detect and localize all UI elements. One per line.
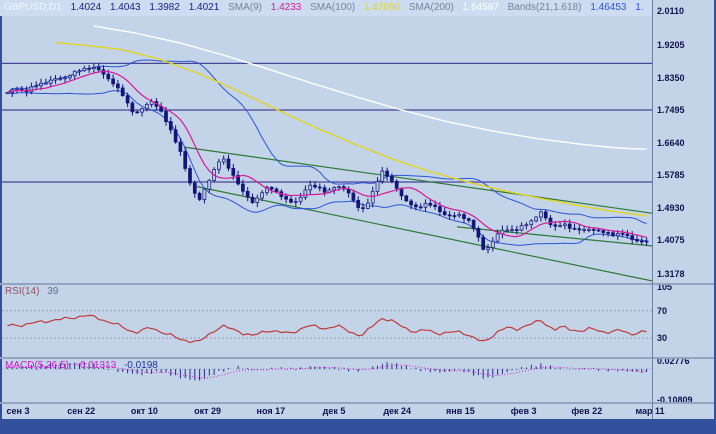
price-axis[interactable]: 2.0110 1.9205 1.8350 1.7495 1.6640 1.5785 1.49… bbox=[653, 0, 714, 419]
time-axis-label: ноя 17 bbox=[256, 406, 286, 416]
quote-low: 1.3982 bbox=[149, 2, 180, 13]
price-axis-label: 1.3178 bbox=[657, 269, 685, 279]
time-axis-label: фев 22 bbox=[571, 406, 603, 416]
sma200-line bbox=[93, 25, 647, 150]
price-axis-label: 1.4075 bbox=[657, 235, 685, 245]
sma100-line bbox=[55, 41, 647, 217]
macd-axis-label: 0.02776 bbox=[657, 356, 690, 366]
macd-indicator-label: MACD(5,26,5) -0.01313 -0.0198 bbox=[5, 360, 163, 371]
macd-value: -0.01313 bbox=[76, 360, 117, 371]
macd-signal-value: -0.0198 bbox=[123, 360, 158, 371]
panel-separator[interactable] bbox=[0, 283, 714, 285]
time-axis-label: мар 11 bbox=[635, 406, 665, 416]
time-axis-label: окт 10 bbox=[130, 406, 158, 416]
trendline bbox=[196, 186, 652, 282]
macd-signal-line bbox=[7, 362, 647, 379]
quote-close: 1.4021 bbox=[188, 2, 220, 13]
bands-value: 1.46453 bbox=[590, 2, 627, 13]
rsi-name: RSI(14) bbox=[5, 286, 40, 297]
rsi-axis-label: 105 bbox=[657, 282, 673, 292]
macd-panel[interactable]: MACD(5,26,5) -0.01313 -0.0198 bbox=[2, 359, 652, 402]
window-bottom-bar bbox=[0, 419, 716, 434]
axis-separator bbox=[652, 0, 653, 419]
price-chart-svg bbox=[2, 25, 652, 282]
rsi-axis-label: 30 bbox=[657, 333, 668, 343]
sma9-value: 1.4233 bbox=[270, 2, 302, 13]
rsi-axis-label: 70 bbox=[657, 306, 668, 316]
sma200-label: SMA(200) bbox=[408, 2, 454, 13]
rsi-indicator-label: RSI(14) 39 bbox=[5, 286, 63, 297]
macd-svg bbox=[2, 362, 652, 381]
rsi-value: 39 bbox=[47, 286, 59, 297]
sma100-value: 1.47096 bbox=[363, 2, 401, 13]
price-chart-panel[interactable] bbox=[2, 16, 652, 283]
time-axis[interactable]: сен 3 сен 22 окт 10 окт 29 ноя 17 дек 5 дек 24… bbox=[2, 404, 714, 419]
time-axis-label: янв 15 bbox=[446, 406, 475, 416]
sma9-line bbox=[7, 70, 647, 238]
sma9-label: SMA(9) bbox=[228, 2, 262, 13]
macd-histogram bbox=[6, 362, 648, 381]
macd-axis-label: -0.10809 bbox=[657, 395, 693, 405]
time-axis-label: дек 5 bbox=[322, 406, 346, 416]
sma100-label: SMA(100) bbox=[310, 2, 356, 13]
price-axis-label: 1.9205 bbox=[657, 40, 685, 50]
time-axis-label: сен 22 bbox=[67, 406, 96, 416]
time-axis-label: дек 24 bbox=[383, 406, 412, 416]
bollinger-lower-line bbox=[7, 90, 647, 246]
macd-name: MACD(5,26,5) bbox=[5, 360, 69, 371]
rsi-svg bbox=[2, 310, 652, 344]
panel-separator[interactable] bbox=[0, 357, 714, 359]
rsi-line bbox=[7, 314, 647, 344]
candles bbox=[5, 63, 649, 254]
price-axis-label: 1.4930 bbox=[657, 203, 685, 213]
price-axis-label: 1.7495 bbox=[657, 105, 685, 115]
price-axis-label: 2.0110 bbox=[657, 6, 685, 16]
quote-high: 1.4043 bbox=[109, 2, 141, 13]
bands-value-truncated: 1. bbox=[635, 2, 644, 13]
price-axis-label: 1.6640 bbox=[657, 138, 685, 148]
bands-label: Bands(21,1.618) bbox=[507, 2, 582, 13]
panel-separator[interactable] bbox=[0, 402, 714, 404]
chart-header: GBPUSD,D1 1.4024 1.4043 1.3982 1.4021 SM… bbox=[0, 0, 652, 16]
sma200-value: 1.64587 bbox=[462, 2, 499, 13]
price-axis-label: 1.8350 bbox=[657, 73, 685, 83]
time-axis-label: окт 29 bbox=[194, 406, 222, 416]
trendline bbox=[183, 146, 652, 214]
trendline bbox=[456, 226, 652, 247]
rsi-panel[interactable]: RSI(14) 39 bbox=[2, 285, 652, 357]
time-axis-label: фев 3 bbox=[510, 406, 537, 416]
price-axis-label: 1.5785 bbox=[657, 170, 685, 180]
bollinger-upper-line bbox=[7, 59, 647, 224]
symbol-timeframe: GBPUSD,D1 bbox=[4, 2, 62, 13]
time-axis-label: сен 3 bbox=[6, 406, 30, 416]
quote-open: 1.4024 bbox=[70, 2, 102, 13]
